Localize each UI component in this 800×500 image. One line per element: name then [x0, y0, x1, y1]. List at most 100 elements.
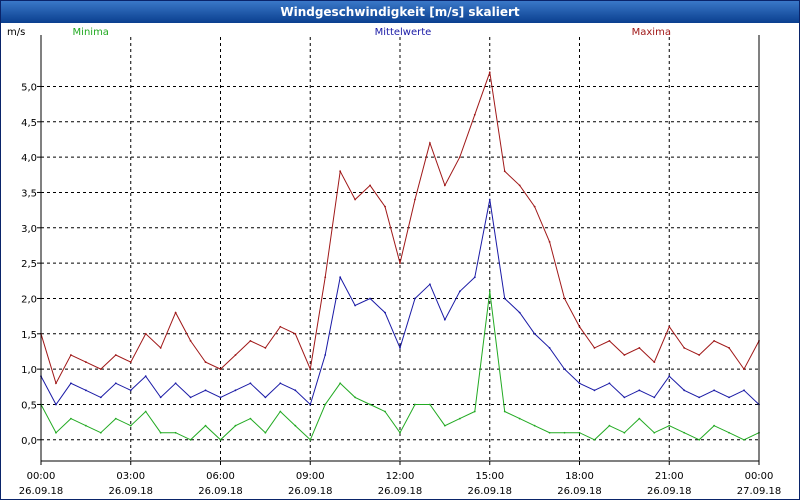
data-point-maxima	[698, 354, 701, 356]
data-point-mittelwerte	[593, 389, 596, 392]
data-point-minima	[294, 424, 297, 427]
data-point-maxima	[578, 325, 581, 328]
data-point-maxima	[503, 170, 506, 173]
data-point-mittelwerte	[369, 297, 371, 300]
data-point-maxima	[294, 332, 297, 335]
data-point-minima	[533, 424, 536, 427]
data-point-mittelwerte	[99, 396, 102, 399]
x-tick-date: 26.09.18	[19, 486, 64, 497]
data-point-minima	[144, 410, 147, 413]
data-point-maxima	[563, 297, 566, 300]
data-point-minima	[593, 438, 596, 441]
data-point-minima	[249, 417, 252, 420]
x-tick-date: 26.09.18	[378, 486, 423, 497]
data-point-mittelwerte	[219, 396, 222, 399]
data-point-minima	[638, 417, 641, 420]
series-line-maxima	[40, 72, 760, 385]
data-point-mittelwerte	[204, 389, 207, 392]
data-point-maxima	[384, 205, 386, 208]
data-point-mittelwerte	[55, 403, 57, 406]
data-point-mittelwerte	[713, 389, 716, 392]
x-tick-time: 18:00	[565, 471, 594, 482]
data-point-maxima	[144, 332, 147, 335]
data-point-maxima	[204, 361, 207, 363]
x-tick-time: 00:00	[745, 471, 774, 482]
legend-mittelwerte: Mittelwerte	[375, 27, 432, 38]
data-point-mittelwerte	[668, 375, 671, 378]
data-point-minima	[384, 410, 386, 413]
data-point-minima	[458, 417, 461, 420]
y-tick-label: 0,5	[21, 400, 37, 411]
data-point-maxima	[668, 325, 671, 328]
data-point-maxima	[234, 354, 237, 356]
data-point-maxima	[623, 354, 626, 356]
y-tick-label: 5,0	[21, 82, 37, 93]
x-tick-time: 03:00	[116, 471, 145, 482]
data-point-mittelwerte	[414, 297, 416, 300]
data-point-maxima	[414, 198, 416, 201]
data-point-mittelwerte	[354, 304, 357, 307]
data-point-minima	[414, 403, 416, 406]
y-tick-label: 2,5	[21, 259, 37, 270]
data-point-maxima	[608, 339, 611, 342]
data-point-minima	[129, 424, 132, 427]
y-tick-label: 1,5	[21, 330, 37, 341]
data-point-mittelwerte	[608, 382, 611, 385]
data-point-maxima	[129, 361, 132, 363]
x-tick-time: 09:00	[296, 471, 325, 482]
data-point-maxima	[743, 368, 745, 371]
data-point-maxima	[369, 184, 371, 187]
data-point-minima	[99, 431, 102, 434]
y-tick-label: 4,0	[21, 153, 37, 164]
data-point-minima	[578, 431, 581, 434]
data-point-minima	[159, 431, 162, 434]
data-point-maxima	[354, 198, 357, 201]
chart-title: Windgeschwindigkeit [m/s] skaliert	[1, 1, 799, 23]
data-point-maxima	[174, 311, 177, 314]
data-point-mittelwerte	[309, 403, 312, 406]
x-tick-date: 26.09.18	[647, 486, 692, 497]
data-point-maxima	[458, 156, 461, 159]
y-tick-label: 1,0	[21, 365, 37, 376]
x-tick-date: 26.09.18	[288, 486, 333, 497]
legend: Minima Mittelwerte Maxima	[73, 27, 671, 38]
data-point-minima	[219, 438, 222, 441]
legend-minima: Minima	[73, 27, 109, 38]
grid	[41, 37, 759, 461]
data-point-minima	[698, 438, 701, 441]
data-point-minima	[174, 431, 177, 434]
y-tick-label: 3,0	[21, 224, 37, 235]
data-point-minima	[728, 431, 730, 434]
data-point-maxima	[473, 113, 476, 116]
x-tick-date: 26.09.18	[557, 486, 602, 497]
data-point-maxima	[189, 339, 192, 342]
data-point-maxima	[399, 262, 401, 265]
data-point-mittelwerte	[683, 389, 686, 392]
data-point-maxima	[264, 347, 267, 349]
x-tick-time: 12:00	[386, 471, 415, 482]
data-point-maxima	[279, 325, 282, 328]
data-point-maxima	[114, 354, 117, 356]
series-lines	[40, 71, 760, 441]
data-point-mittelwerte	[249, 382, 252, 385]
data-point-maxima	[249, 339, 252, 342]
data-point-maxima	[488, 71, 491, 74]
data-point-maxima	[653, 361, 656, 363]
x-tick-date: 27.09.18	[737, 486, 782, 497]
data-point-minima	[279, 410, 282, 413]
data-point-mittelwerte	[698, 396, 701, 399]
data-point-mittelwerte	[70, 382, 72, 385]
data-point-maxima	[638, 347, 641, 349]
data-point-minima	[309, 438, 312, 441]
data-point-maxima	[518, 184, 521, 187]
data-point-minima	[653, 431, 656, 434]
data-point-minima	[114, 417, 117, 420]
data-point-minima	[488, 290, 491, 293]
data-point-mittelwerte	[264, 396, 267, 399]
data-point-minima	[443, 424, 446, 427]
data-point-mittelwerte	[578, 382, 581, 385]
data-point-maxima	[339, 170, 342, 173]
data-point-mittelwerte	[339, 276, 342, 279]
data-point-minima	[713, 424, 716, 427]
data-point-mittelwerte	[728, 396, 730, 399]
